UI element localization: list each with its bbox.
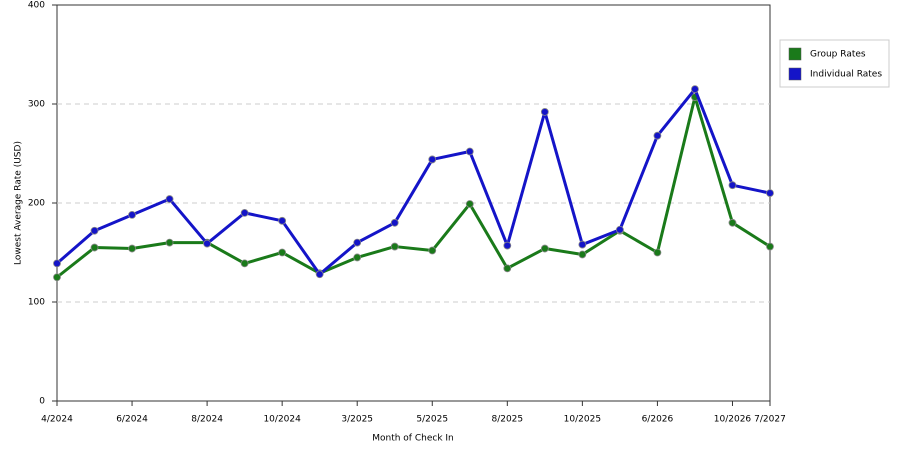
- data-point: [428, 155, 437, 164]
- data-point: [278, 248, 287, 257]
- y-tick-label: 0: [39, 397, 45, 407]
- data-point: [540, 108, 549, 116]
- data-point: [353, 238, 362, 247]
- data-point: [128, 210, 136, 219]
- legend-swatch: [788, 67, 802, 81]
- data-point: [766, 189, 774, 198]
- data-point: [90, 243, 99, 252]
- data-point: [240, 259, 249, 268]
- x-tick-label: 8/2024: [191, 415, 223, 425]
- x-tick-label: 3/2025: [341, 415, 373, 425]
- x-tick-label: 7/2027: [754, 415, 786, 425]
- data-point: [465, 200, 474, 208]
- y-tick-label: 200: [28, 199, 45, 209]
- x-tick-label: 10/2024: [263, 415, 301, 425]
- x-axis-label: Month of Check In: [372, 434, 454, 444]
- data-point: [428, 246, 437, 255]
- y-tick-label: 100: [28, 298, 45, 308]
- data-point: [503, 241, 512, 250]
- data-point: [465, 147, 474, 156]
- x-tick-label: 10/2025: [564, 415, 601, 425]
- series-line: [56, 95, 771, 279]
- data-point: [578, 250, 587, 259]
- data-point: [128, 244, 136, 253]
- data-point: [653, 248, 662, 257]
- y-tick-label: 400: [28, 1, 45, 11]
- data-point: [653, 131, 662, 140]
- legend-label: Individual Rates: [810, 70, 882, 80]
- data-point: [315, 270, 324, 279]
- data-point: [278, 216, 287, 225]
- data-point: [240, 208, 249, 217]
- x-tick-label: 10/2026: [714, 415, 752, 425]
- data-point: [728, 218, 737, 227]
- data-point: [390, 242, 399, 251]
- x-tick-label: 6/2024: [116, 415, 148, 425]
- data-point: [353, 253, 362, 262]
- data-point: [728, 181, 737, 190]
- data-point: [53, 259, 61, 268]
- y-tick-label: 300: [28, 100, 45, 110]
- data-point: [615, 225, 624, 234]
- data-point: [203, 239, 212, 248]
- x-tick-label: 4/2024: [41, 415, 73, 425]
- y-axis-label: Lowest Average Rate (USD): [14, 141, 24, 265]
- x-tick-label: 8/2025: [491, 415, 523, 425]
- data-point: [390, 218, 399, 227]
- data-point: [503, 264, 512, 273]
- data-point: [53, 273, 61, 282]
- x-tick-label: 5/2025: [416, 415, 448, 425]
- data-point: [165, 238, 174, 247]
- data-point: [540, 244, 549, 253]
- x-tick-label: 6/2026: [642, 415, 674, 425]
- legend-label: Group Rates: [810, 50, 866, 60]
- data-point: [578, 240, 587, 249]
- data-point: [691, 85, 699, 94]
- legend-swatch: [788, 47, 802, 61]
- data-point: [90, 226, 99, 235]
- data-point: [766, 242, 774, 251]
- series-line: [56, 87, 771, 276]
- data-point: [165, 195, 174, 203]
